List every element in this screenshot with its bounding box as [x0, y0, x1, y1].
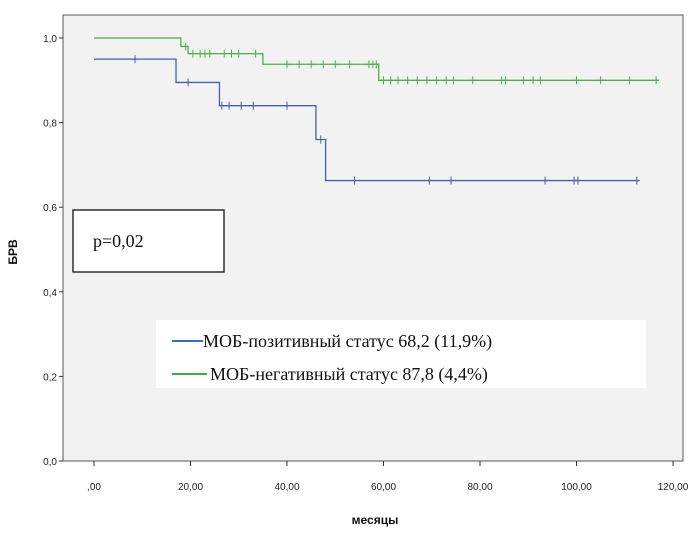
censor-mark: [206, 49, 213, 58]
x-axis-title: месяцы: [352, 513, 399, 527]
censor-mark: [351, 176, 358, 185]
censor-mark: [221, 49, 228, 58]
censor-mark: [308, 60, 315, 69]
censor-mark: [469, 76, 476, 85]
censor-mark: [182, 42, 189, 51]
legend-label-negative: МОБ-негативный статус 87,8 (4,4%): [210, 364, 488, 385]
survival-curve-positive: [94, 58, 640, 182]
censor-mark: [238, 101, 245, 110]
censor-mark: [228, 49, 235, 58]
censor-mark: [450, 76, 457, 85]
censor-mark: [653, 76, 660, 85]
censor-mark: [132, 55, 139, 64]
y-tick-label: 0,4: [43, 288, 57, 299]
axes: 0,0 0,2 0,4 0,6 0,8 1,0 ,00 20,00 40,00 60,00 80,0…: [43, 34, 689, 493]
censor-mark: [218, 101, 225, 110]
x-tick-label: 100,00: [561, 482, 592, 493]
censor-mark: [443, 76, 450, 85]
censor-mark: [332, 60, 339, 69]
p-value-box: p=0,02: [72, 209, 225, 273]
censor-mark: [530, 76, 537, 85]
censor-mark: [252, 49, 259, 58]
censor-mark: [317, 135, 324, 144]
censor-mark: [626, 76, 633, 85]
x-tick-label: 20,00: [178, 482, 203, 493]
censor-mark: [414, 76, 421, 85]
y-axis-title: БРВ: [6, 239, 20, 265]
p-value-box-frame: [72, 209, 225, 273]
censor-mark: [537, 76, 544, 85]
censor-mark: [284, 60, 290, 69]
legend-label-positive: МОБ-позитивный статус 68,2 (11,9%): [203, 331, 492, 352]
censor-mark: [597, 76, 604, 85]
censor-mark: [250, 101, 257, 110]
p-value-text: p=0,02: [93, 231, 144, 251]
censor-mark: [296, 60, 303, 69]
legend: МОБ-позитивный статус 68,2 (11,9%) МОБ-н…: [156, 320, 646, 388]
censor-mark: [573, 76, 580, 85]
censor-mark: [387, 76, 394, 85]
censor-mark: [226, 101, 233, 110]
censor-mark: [394, 76, 401, 85]
censor-mark: [185, 78, 192, 87]
x-tick-label: 120,00: [658, 482, 689, 493]
censor-mark: [373, 60, 380, 69]
legend-background: [156, 320, 646, 388]
x-tick-label: 80,00: [467, 482, 492, 493]
censor-mark: [346, 60, 353, 69]
series-layer: [94, 37, 660, 185]
censor-mark: [574, 176, 581, 185]
censor-mark: [423, 76, 430, 85]
y-tick-label: 0,2: [43, 372, 57, 383]
censor-mark: [380, 76, 387, 85]
censor-mark: [542, 176, 549, 185]
y-tick-label: 0,6: [43, 203, 57, 214]
y-tick-label: 0,8: [43, 119, 57, 130]
censor-mark: [502, 76, 509, 85]
censor-mark: [426, 176, 433, 185]
y-tick-label: 1,0: [43, 34, 57, 45]
x-tick-label: ,00: [87, 482, 101, 493]
censor-mark: [433, 76, 440, 85]
censor-mark: [404, 76, 411, 85]
x-tick-label: 60,00: [371, 482, 396, 493]
censor-mark: [520, 76, 527, 85]
censor-mark: [235, 49, 242, 58]
censor-mark: [284, 101, 290, 110]
y-tick-label: 0,0: [43, 457, 57, 468]
censor-mark: [633, 176, 640, 185]
censor-mark: [320, 60, 327, 69]
censor-mark: [189, 49, 196, 58]
censor-mark: [448, 176, 455, 185]
x-tick-label: 40,00: [274, 482, 299, 493]
